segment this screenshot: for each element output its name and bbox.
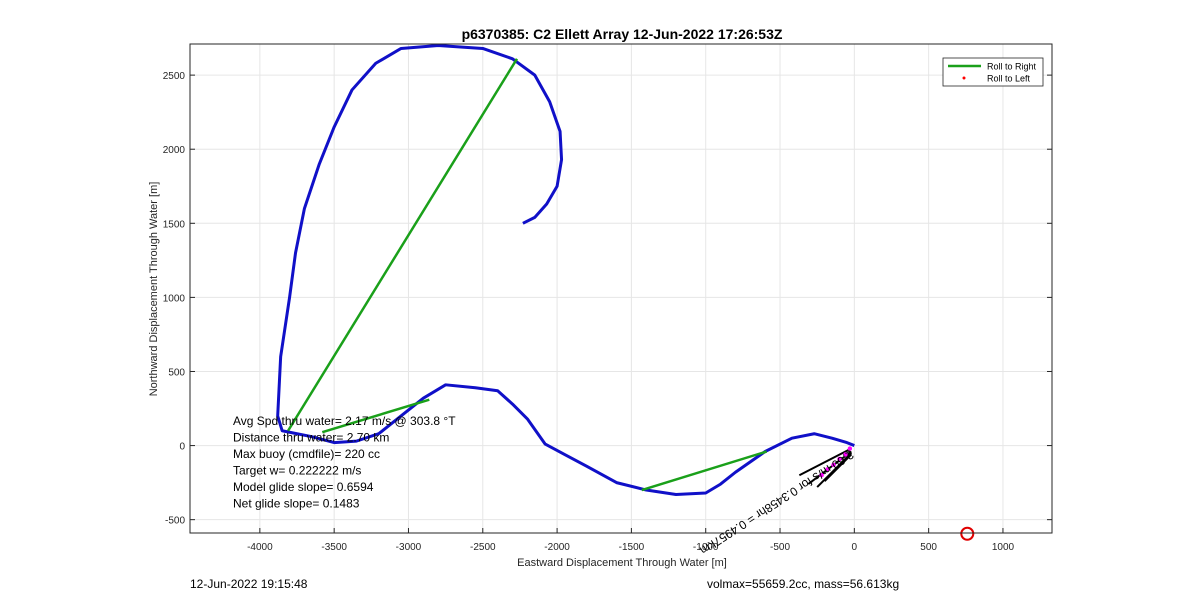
- glider-track-line: [276, 43, 855, 496]
- roll-to-left-marker: [819, 473, 824, 478]
- x-tick-label: -1500: [619, 542, 645, 553]
- chart-title: p6370385: C2 Ellett Array 12-Jun-2022 17…: [462, 26, 783, 42]
- stats-annotations: Avg Spd thru water= 2.17 m/s @ 303.8 °T D…: [233, 414, 456, 511]
- target-marker: [960, 526, 975, 541]
- roll-to-left-marker: [847, 446, 853, 451]
- x-tick-label: -2500: [470, 542, 496, 553]
- footer-volmass: volmax=55659.2cc, mass=56.613kg: [707, 577, 900, 591]
- x-tick-label: -500: [770, 542, 790, 553]
- y-tick-label: 1000: [163, 293, 186, 304]
- axes-box: [189, 43, 1053, 534]
- plot-area: [276, 43, 975, 541]
- grid: [190, 44, 1052, 533]
- stats-annotation-line: Model glide slope= 0.6594: [233, 480, 374, 494]
- roll-to-right-segment: [321, 398, 430, 434]
- surface-vector-line: [823, 453, 853, 482]
- surface-vector-line: [807, 450, 852, 485]
- surface-vector-line: [798, 447, 852, 477]
- y-tick-label: 1500: [163, 219, 186, 230]
- roll-to-left-marker: [825, 467, 830, 472]
- roll-to-right-segment: [641, 450, 768, 492]
- x-tick-label: 0: [852, 542, 858, 553]
- legend: Roll to Right Roll to Left: [942, 57, 1044, 87]
- x-tick-label: -3000: [396, 542, 422, 553]
- roll-to-left-marker: [843, 452, 848, 457]
- stats-annotation-line: Net glide slope= 0.1483: [233, 497, 360, 511]
- stats-annotation-line: Max buoy (cmdfile)= 220 cc: [233, 447, 380, 461]
- x-tick-label: 500: [920, 542, 937, 553]
- stats-annotation-line: Distance thru water= 2.70 km: [233, 431, 389, 445]
- roll-to-left-marker: [831, 462, 836, 468]
- ticks: -4000 -3500 -3000 -2500 -2000 -1500 -1000 -500 0…: [163, 71, 1052, 553]
- legend-label: Roll to Right: [987, 62, 1037, 72]
- stats-annotation-line: Target w= 0.222222 m/s: [233, 464, 361, 478]
- y-axis-label: Northward Displacement Through Water [m]: [148, 182, 160, 397]
- x-tick-label: -1000: [693, 542, 719, 553]
- x-axis-label: Eastward Displacement Through Water [m]: [517, 557, 727, 569]
- legend-box: [942, 57, 1044, 87]
- y-tick-label: 0: [179, 442, 185, 453]
- y-tick-label: 2500: [163, 71, 186, 82]
- y-tick-label: 500: [168, 367, 185, 378]
- surface-vector-line: [816, 452, 853, 488]
- x-tick-label: -4000: [247, 542, 273, 553]
- x-tick-label: 1000: [992, 542, 1015, 553]
- x-tick-label: -2000: [544, 542, 570, 553]
- legend-dot-swatch: [962, 76, 966, 80]
- stats-annotation-line: Avg Spd thru water= 2.17 m/s @ 303.8 °T: [233, 414, 456, 428]
- x-tick-label: -3500: [321, 542, 347, 553]
- y-tick-label: 2000: [163, 145, 186, 156]
- footer-timestamp: 12-Jun-2022 19:15:48: [190, 577, 308, 591]
- roll-to-left-marker: [837, 456, 842, 462]
- roll-to-right-segment: [287, 58, 519, 432]
- legend-label: Roll to Left: [987, 74, 1031, 84]
- y-tick-label: -500: [165, 516, 185, 527]
